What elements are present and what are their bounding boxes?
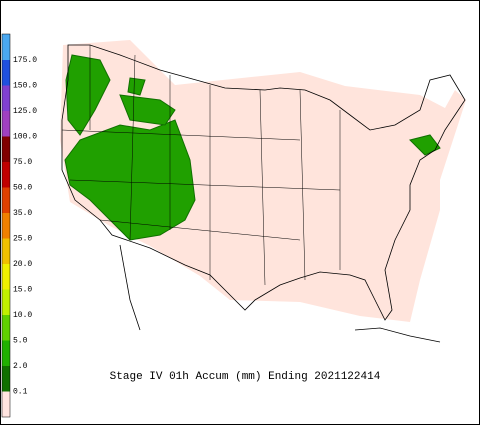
legend-swatch xyxy=(2,391,10,417)
state-borders xyxy=(61,45,341,286)
legend-swatch xyxy=(2,213,10,239)
map-title: Stage IV 01h Accum (mm) Ending 202112241… xyxy=(110,371,381,383)
legend-label: 2.0 xyxy=(13,362,28,371)
legend-label: 150.0 xyxy=(13,82,37,91)
legend-swatch xyxy=(2,60,10,86)
us-outline xyxy=(61,44,466,321)
legend-label: 125.0 xyxy=(13,107,37,116)
legend-label: 20.0 xyxy=(13,260,32,269)
legend-border xyxy=(1,33,11,418)
legend-label: 10.0 xyxy=(13,311,32,320)
legend-swatch xyxy=(2,238,10,264)
legend-swatch xyxy=(2,340,10,366)
legend-swatch xyxy=(2,34,10,60)
precip-area xyxy=(409,134,441,156)
legend-swatch xyxy=(2,264,10,290)
legend-label: 25.0 xyxy=(13,235,32,244)
legend-swatch xyxy=(2,366,10,392)
legend-swatch xyxy=(2,289,10,315)
legend-label: 75.0 xyxy=(13,158,32,167)
legend-swatch xyxy=(2,187,10,213)
precip-area xyxy=(127,77,146,96)
coastlines xyxy=(119,244,441,343)
legend-swatch xyxy=(2,136,10,162)
legend-label: 0.1 xyxy=(13,388,28,397)
legend-label: 15.0 xyxy=(13,286,32,295)
legend-label: 35.0 xyxy=(13,209,32,218)
legend-label: 100.0 xyxy=(13,133,37,142)
legend: 175.0 150.0 125.0 100.0 75.0 50.0 35.0 25.0 20.0… xyxy=(1,33,37,418)
legend-label: 5.0 xyxy=(13,337,28,346)
legend-label: 175.0 xyxy=(13,56,37,65)
legend-swatch xyxy=(2,315,10,341)
legend-swatch xyxy=(2,111,10,137)
legend-swatch xyxy=(2,162,10,188)
legend-label: 50.0 xyxy=(13,184,32,193)
legend-swatch xyxy=(2,85,10,111)
precip-area xyxy=(65,54,111,136)
